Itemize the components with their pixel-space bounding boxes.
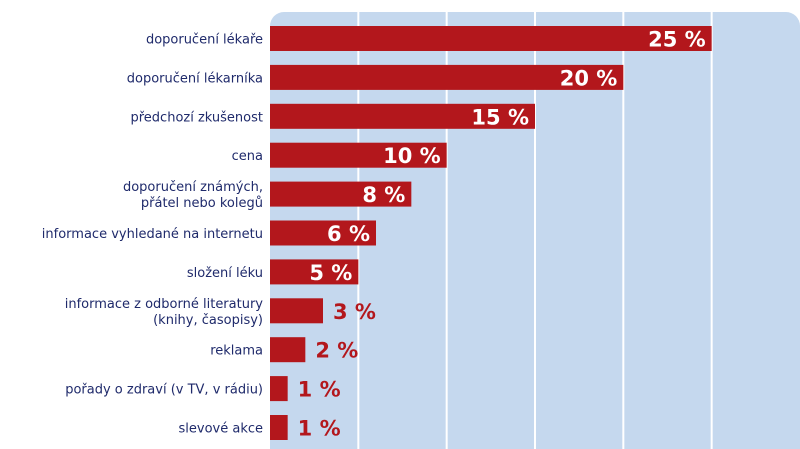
bar — [270, 259, 359, 285]
value-label: 20 % — [560, 66, 618, 90]
category-label: složení léku — [187, 266, 263, 281]
bar — [270, 298, 323, 324]
category-label: informace z odborné literatury (knihy, ča… — [65, 297, 264, 328]
value-label: 2 % — [315, 339, 358, 363]
bar — [270, 337, 306, 363]
bar — [270, 415, 288, 440]
bars — [270, 26, 712, 440]
category-label: doporučení lékarníka — [127, 71, 263, 86]
bar — [270, 103, 535, 129]
category-label: slevové akce — [179, 422, 264, 437]
value-label: 15 % — [471, 105, 529, 129]
value-label: 10 % — [383, 144, 441, 168]
category-label: doporučení lékaře — [146, 33, 263, 48]
bar — [270, 181, 412, 207]
value-label: 5 % — [309, 261, 352, 285]
category-label: reklama — [210, 344, 263, 359]
bar — [270, 142, 447, 168]
bar — [270, 220, 376, 246]
bar — [270, 26, 712, 51]
value-label: 8 % — [362, 183, 405, 207]
category-label: pořady o zdraví (v TV, v rádiu) — [65, 383, 263, 398]
value-label: 3 % — [333, 300, 376, 324]
category-label: předchozí zkušenost — [131, 110, 264, 125]
bar — [270, 376, 288, 402]
category-label: informace vyhledané na internetu — [42, 227, 263, 242]
category-label: doporučení známých, přátel nebo kolegů — [123, 180, 263, 211]
category-label: cena — [232, 149, 263, 164]
value-label: 1 % — [298, 417, 341, 441]
category-labels: doporučení lékaře doporučení lékarníka pře… — [42, 33, 264, 437]
value-label: 6 % — [327, 222, 370, 246]
value-label: 1 % — [298, 378, 341, 402]
value-label: 25 % — [648, 28, 706, 52]
value-labels: 25 % 20 % 15 % 10 % 8 % 6 % 5 % 3 % 2 % 1 % 1 % — [298, 28, 706, 441]
bar — [270, 64, 624, 90]
